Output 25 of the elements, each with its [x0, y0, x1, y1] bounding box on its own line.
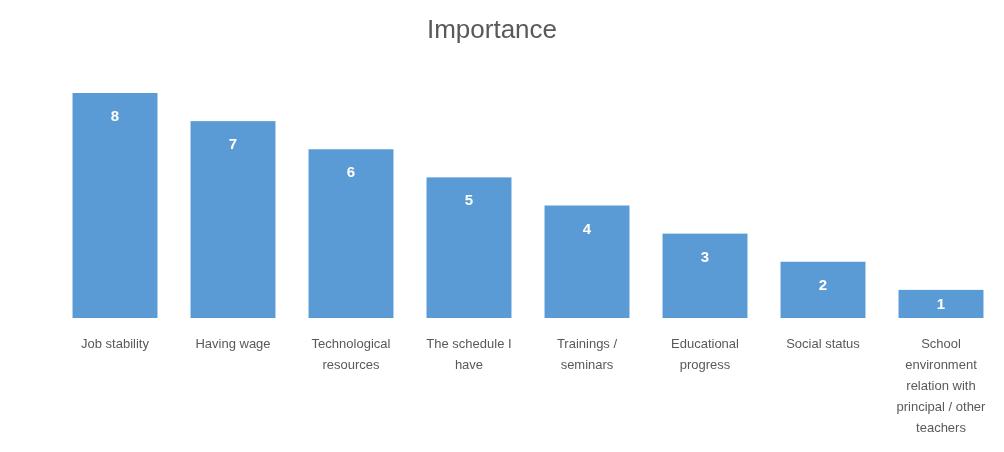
x-tick-label: The schedule I have	[426, 336, 512, 372]
bar	[544, 205, 630, 318]
bar	[72, 93, 158, 318]
x-tick-label: Social status	[786, 336, 861, 351]
chart-title: Importance	[426, 14, 558, 44]
bar	[662, 233, 748, 318]
data-label: 1	[936, 294, 946, 312]
x-tick-label: Technological resources	[311, 336, 391, 372]
x-tick-label: Having wage	[195, 336, 271, 351]
data-label: 7	[228, 135, 238, 153]
x-tick-label: Job stability	[81, 336, 150, 351]
data-label: 6	[346, 163, 356, 181]
x-tick-label: Educational progress	[671, 336, 740, 372]
data-label: 4	[582, 219, 592, 237]
bar	[190, 121, 276, 318]
x-tick-label: Trainings / seminars	[556, 336, 618, 372]
bar	[898, 289, 984, 318]
x-tick-label: School environment relation with principal / other teachers	[896, 336, 987, 435]
data-label: 2	[818, 275, 828, 293]
bar	[426, 177, 512, 318]
bar	[308, 149, 394, 318]
data-label: 3	[700, 247, 710, 265]
bar	[780, 261, 866, 318]
data-label: 5	[464, 191, 474, 209]
data-label: 8	[110, 107, 120, 124]
